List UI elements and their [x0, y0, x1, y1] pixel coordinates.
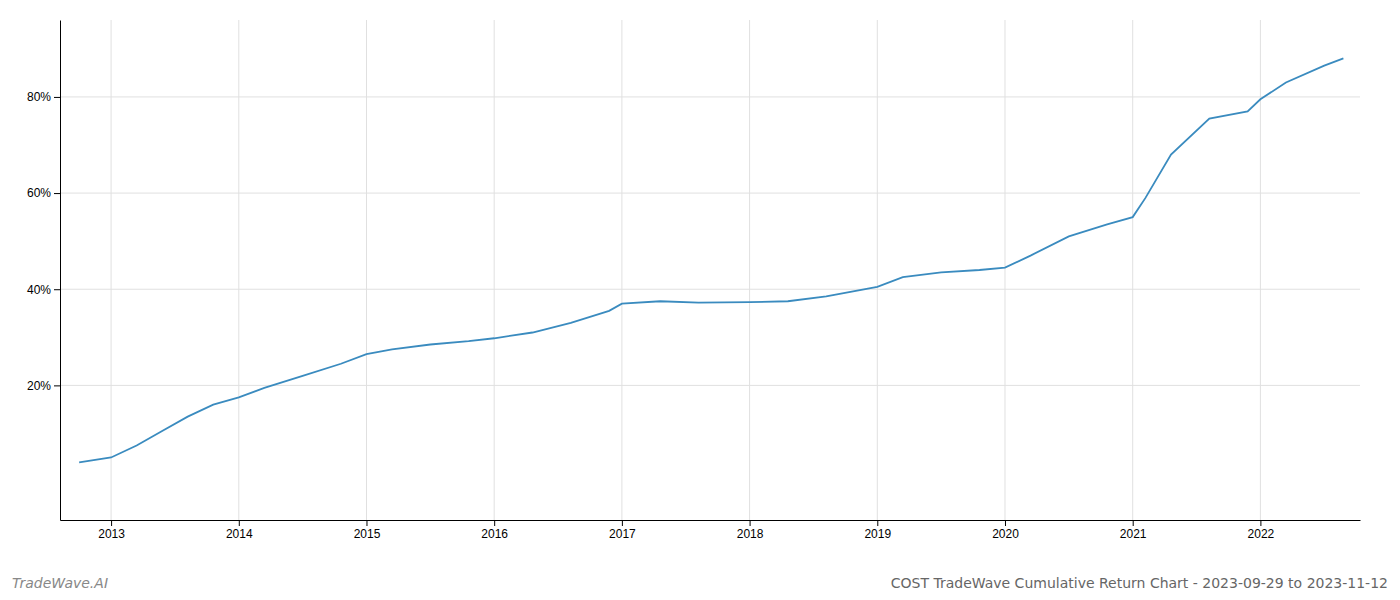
tick-label: 2021: [1120, 527, 1147, 541]
tick-mark: [877, 520, 878, 526]
tick-mark: [54, 193, 60, 194]
axis-line: [60, 21, 61, 521]
line: [79, 58, 1343, 462]
title: COST TradeWave Cumulative Return Chart -…: [891, 575, 1388, 591]
tick: 2020: [992, 520, 1019, 541]
tick-label: 2013: [98, 527, 125, 541]
tick: 20%: [27, 379, 60, 393]
grid-line: [60, 193, 1360, 194]
tick-mark: [54, 97, 60, 98]
grid-line: [494, 20, 495, 520]
grid-line: [1260, 20, 1261, 520]
grid-line: [60, 289, 1360, 290]
tick-label: 80%: [27, 90, 51, 104]
tick-mark: [239, 520, 240, 526]
tick: 2014: [226, 520, 253, 541]
texts: TradeWave.AI COST TradeWave Cumulative Re…: [12, 575, 1388, 591]
tick-label: 2019: [864, 527, 891, 541]
tick-mark: [1260, 520, 1261, 526]
tick-mark: [111, 520, 112, 526]
tick-mark: [1133, 520, 1134, 526]
grid-line: [749, 20, 750, 520]
grid-line: [877, 20, 878, 520]
grid-line: [60, 96, 1360, 97]
axis-line: [61, 520, 1361, 521]
grid-line: [366, 20, 367, 520]
tick: 40%: [27, 283, 60, 297]
grid-line: [238, 20, 239, 520]
grid: [60, 20, 1360, 520]
y-axis: 20% 40% 60% 80%: [27, 21, 61, 521]
tick-label: 2018: [737, 527, 764, 541]
tick: 2022: [1248, 520, 1275, 541]
tick-label: 2016: [481, 527, 508, 541]
tick-mark: [622, 520, 623, 526]
grid-line: [60, 385, 1360, 386]
grid-line: [1132, 20, 1133, 520]
tick: 2015: [354, 520, 381, 541]
tick-mark: [54, 385, 60, 386]
tick-label: 2014: [226, 527, 253, 541]
tick-label: 2020: [992, 527, 1019, 541]
plot-area: 2013 2014 2015 2016 2017 2018 2019 2020 2021 2022…: [27, 20, 1361, 541]
tick-mark: [494, 520, 495, 526]
tick: 80%: [27, 90, 60, 104]
tick: 2013: [98, 520, 125, 541]
tick-mark: [750, 520, 751, 526]
grid-line: [111, 20, 112, 520]
grid-line: [621, 20, 622, 520]
tick: 2017: [609, 520, 636, 541]
tick: 2021: [1120, 520, 1147, 541]
tick: 2019: [864, 520, 891, 541]
tick: 60%: [27, 186, 60, 200]
tick-label: 2022: [1248, 527, 1275, 541]
watermark: TradeWave.AI: [12, 575, 108, 591]
chart: 2013 2014 2015 2016 2017 2018 2019 2020 2021 2022…: [0, 0, 1400, 600]
grid-line: [1004, 20, 1005, 520]
tick-label: 20%: [27, 379, 51, 393]
tick-mark: [54, 289, 60, 290]
tick-label: 60%: [27, 186, 51, 200]
tick-label: 2015: [354, 527, 381, 541]
tick-label: 40%: [27, 283, 51, 297]
marks: [79, 58, 1343, 462]
tick-label: 2017: [609, 527, 636, 541]
tick: 2018: [737, 520, 764, 541]
x-axis: 2013 2014 2015 2016 2017 2018 2019 2020 2021 2022: [61, 520, 1361, 541]
tick-mark: [1005, 520, 1006, 526]
tick: 2016: [481, 520, 508, 541]
tick-mark: [366, 520, 367, 526]
